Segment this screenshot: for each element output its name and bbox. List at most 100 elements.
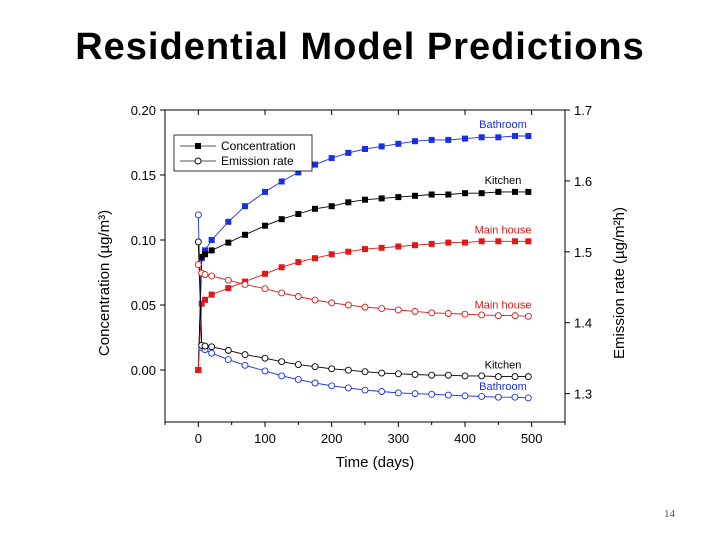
kitchen-concentration-point bbox=[328, 203, 335, 210]
bathroom-emission-rate-point bbox=[361, 386, 369, 394]
main-house-concentration-point bbox=[362, 246, 368, 253]
main-house-emission-rate-point bbox=[428, 309, 436, 317]
kitchen-concentration-point bbox=[262, 222, 268, 229]
main-house-emission-rate-point bbox=[208, 272, 216, 280]
kitchen-emission-rate-point bbox=[511, 373, 519, 381]
main-house-concentration-point bbox=[278, 264, 285, 271]
kitchen-emission-rate-point bbox=[261, 354, 269, 362]
page-number: 14 bbox=[664, 508, 675, 520]
y-right-tick-label: 1.3 bbox=[574, 387, 592, 402]
bathroom-concentration-point bbox=[395, 140, 402, 147]
bathroom-concentration-point bbox=[295, 169, 302, 176]
slide-title: Residential Model Predictions bbox=[75, 26, 645, 68]
main-house-emission-rate-point bbox=[511, 312, 519, 320]
kitchen-concentration-point bbox=[295, 211, 302, 217]
main-house-emission-rate-point bbox=[294, 293, 302, 300]
kitchen-concentration-point bbox=[202, 251, 208, 258]
main-house-emission-rate-point bbox=[394, 306, 402, 314]
bathroom-concentration-point bbox=[495, 134, 502, 141]
bathroom-emission-rate-point bbox=[378, 388, 386, 395]
kitchen-emission-rate-point bbox=[311, 363, 319, 371]
kitchen-emission-rate-point bbox=[344, 366, 352, 374]
annotation-kitchen-emission-rate: Kitchen bbox=[485, 360, 522, 372]
kitchen-emission-rate-point bbox=[524, 373, 532, 381]
main-house-concentration-point bbox=[525, 238, 532, 245]
kitchen-concentration-point bbox=[445, 191, 452, 198]
bathroom-emission-rate-point bbox=[511, 393, 519, 401]
bathroom-concentration-point bbox=[428, 136, 435, 143]
kitchen-emission-rate-point bbox=[201, 342, 209, 350]
y-left-tick-label: 0.20 bbox=[131, 103, 156, 118]
bathroom-emission-rate-point bbox=[294, 376, 302, 383]
bathroom-emission-rate-point bbox=[208, 349, 216, 357]
bathroom-concentration-point bbox=[512, 133, 518, 139]
kitchen-emission-rate-point bbox=[444, 371, 452, 379]
bathroom-concentration-point bbox=[242, 203, 248, 210]
main-house-emission-rate-point bbox=[344, 301, 352, 309]
kitchen-emission-rate-point bbox=[224, 346, 232, 354]
x-tick-label: 0 bbox=[195, 431, 202, 446]
y-left-tick-label: 0.15 bbox=[131, 168, 156, 183]
bathroom-emission-rate-point bbox=[328, 382, 336, 390]
y-left-tick-label: 0.00 bbox=[131, 363, 156, 378]
kitchen-emission-rate-point bbox=[394, 370, 402, 378]
main-house-concentration-point bbox=[208, 291, 215, 298]
main-house-emission-rate-point bbox=[194, 261, 202, 269]
kitchen-concentration-point bbox=[495, 188, 502, 195]
main-house-emission-rate-point bbox=[311, 296, 319, 304]
kitchen-emission-rate-point bbox=[478, 372, 486, 380]
bathroom-emission-rate-point bbox=[478, 393, 486, 400]
x-tick-label: 300 bbox=[387, 431, 409, 446]
kitchen-concentration-point bbox=[208, 247, 215, 254]
y-left-tick-label: 0.10 bbox=[131, 233, 156, 248]
bathroom-emission-rate-point bbox=[428, 390, 436, 398]
bathroom-concentration-point bbox=[412, 138, 418, 145]
annotation-bathroom-concentration: Bathroom bbox=[479, 119, 527, 131]
annotation-main-house-concentration: Main house bbox=[475, 224, 532, 236]
x-tick-label: 200 bbox=[321, 431, 343, 446]
x-axis-label: Time (days) bbox=[336, 454, 415, 471]
main-house-concentration-point bbox=[495, 238, 502, 245]
annotation-layer: Bathroom Kitchen Main house Main house Kitch… bbox=[475, 119, 532, 393]
bathroom-emission-rate-point bbox=[278, 372, 286, 380]
main-house-concentration-point bbox=[445, 239, 452, 246]
main-house-emission-rate-point bbox=[378, 305, 386, 312]
kitchen-concentration-point bbox=[462, 190, 468, 197]
main-house-concentration-point bbox=[198, 300, 205, 307]
kitchen-emission-rate-point bbox=[241, 351, 249, 359]
main-house-concentration-point bbox=[225, 285, 232, 292]
series-layer bbox=[194, 133, 532, 402]
main-house-concentration-point bbox=[378, 244, 385, 251]
y-axis-label-left: Concentration (µg/m³) bbox=[96, 210, 113, 356]
kitchen-concentration-point bbox=[478, 190, 485, 197]
bathroom-emission-rate-point bbox=[194, 211, 202, 219]
bathroom-concentration-point bbox=[202, 247, 208, 254]
x-tick-label: 500 bbox=[521, 431, 543, 446]
bathroom-concentration-point bbox=[525, 133, 532, 139]
kitchen-concentration-point bbox=[378, 195, 385, 202]
annotation-kitchen-concentration: Kitchen bbox=[485, 175, 522, 187]
kitchen-emission-rate-point bbox=[294, 361, 302, 369]
kitchen-concentration-point bbox=[428, 191, 435, 198]
kitchen-concentration-point bbox=[512, 188, 518, 195]
main-house-concentration-point bbox=[462, 239, 468, 246]
bathroom-emission-rate-point bbox=[224, 356, 232, 364]
main-house-emission-rate-point bbox=[478, 311, 486, 319]
main-house-concentration-point bbox=[195, 367, 202, 373]
kitchen-concentration-point bbox=[362, 196, 368, 203]
main-house-emission-rate-point bbox=[494, 312, 502, 320]
kitchen-emission-rate-point bbox=[461, 372, 469, 380]
bathroom-emission-rate-point bbox=[524, 394, 532, 402]
kitchen-emission-rate-point bbox=[411, 371, 419, 378]
main-house-concentration-point bbox=[512, 238, 518, 245]
bathroom-emission-rate-point bbox=[461, 392, 469, 400]
bathroom-concentration-point bbox=[462, 135, 468, 142]
kitchen-emission-rate-point bbox=[494, 373, 502, 381]
bathroom-concentration-point bbox=[328, 155, 335, 162]
main-house-emission-rate-point bbox=[361, 303, 369, 311]
legend-emission-label: Emission rate bbox=[221, 154, 294, 168]
main-house-concentration-point bbox=[478, 238, 485, 245]
y-axis-label-right: Emission rate (µg/m²h) bbox=[611, 207, 628, 359]
main-house-emission-rate-point bbox=[201, 271, 209, 278]
